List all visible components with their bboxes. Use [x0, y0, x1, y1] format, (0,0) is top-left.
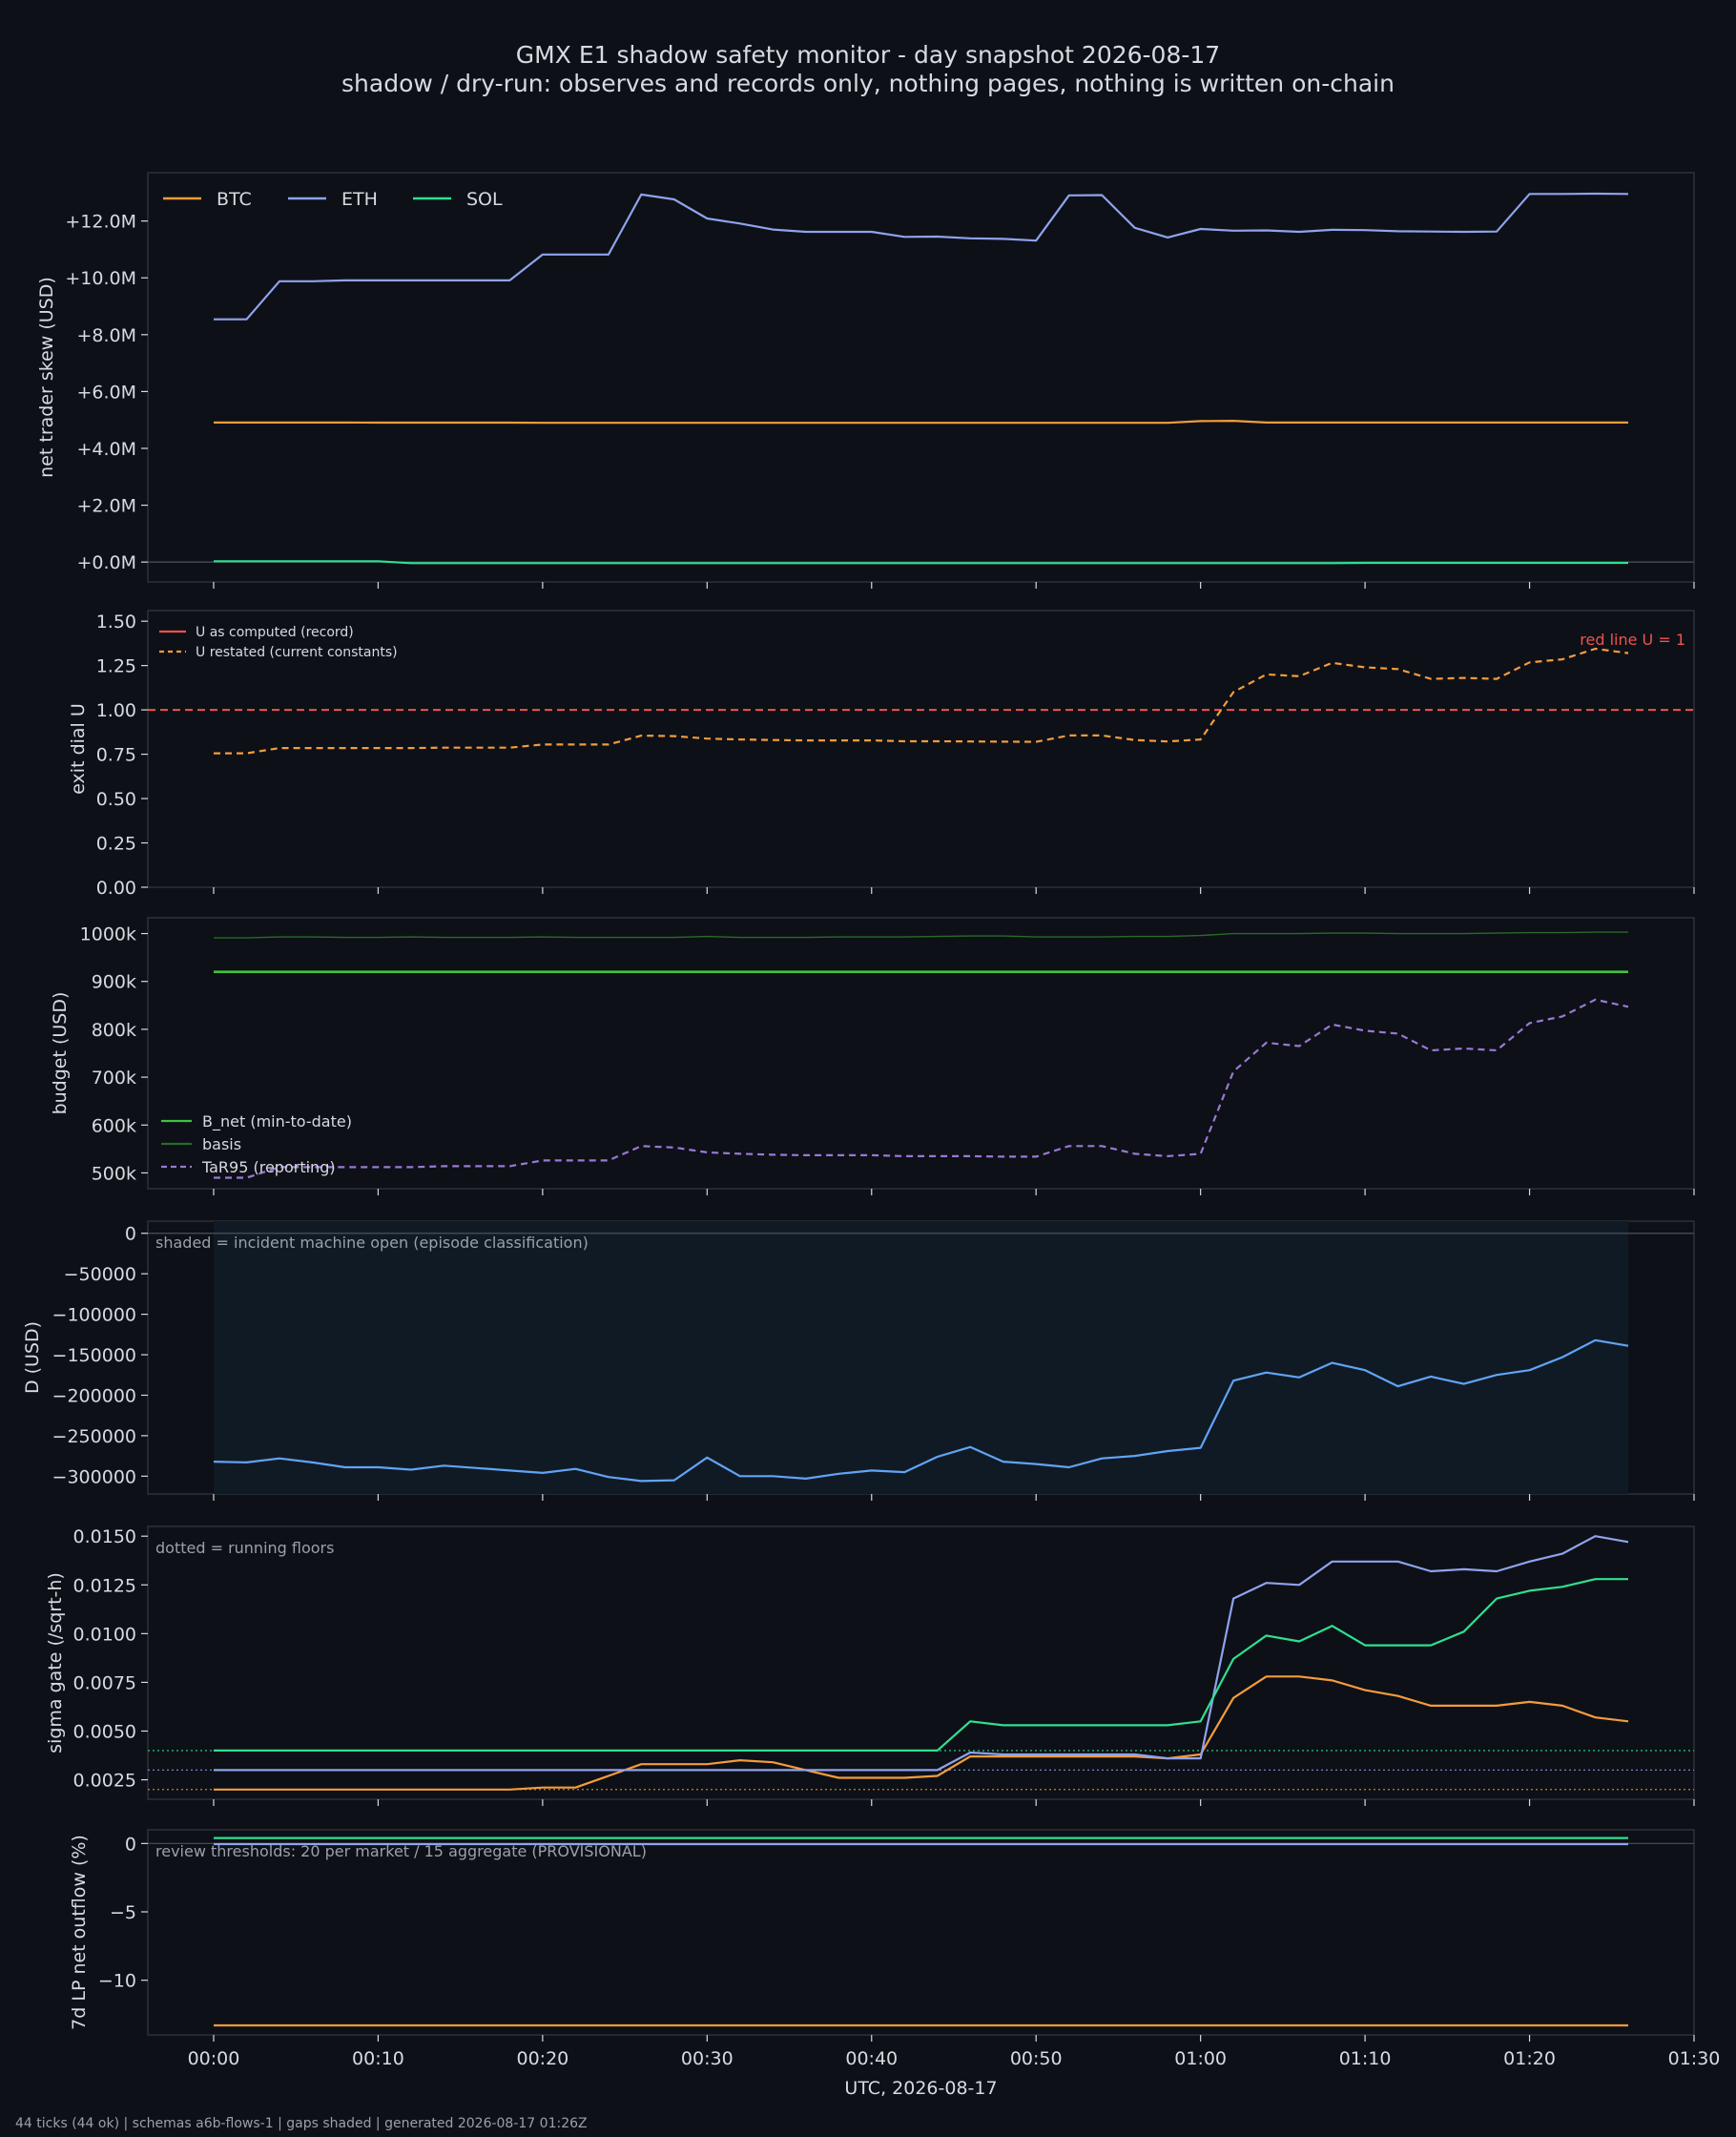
x-tick-label: 01:30: [1668, 2048, 1721, 2069]
series-line-d: [213, 1338, 1629, 1483]
panel-frame: [147, 172, 1695, 583]
series-line-btc: [214, 1675, 1629, 1791]
series-line-basis: [214, 931, 1628, 939]
y-axis-label: budget (USD): [50, 992, 71, 1115]
y-tick-label: 500k: [92, 1163, 136, 1184]
series-line-u-restated-current-constants-: [214, 647, 1629, 755]
y-axis-label: sigma gate (/sqrt-h): [45, 1572, 66, 1753]
y-axis-label: net trader skew (USD): [36, 277, 57, 478]
y-tick-label: 0.0050: [73, 1722, 136, 1743]
y-tick-label: +2.0M: [76, 496, 136, 517]
legend-label: TaR95 (reporting): [201, 1158, 336, 1176]
y-tick-label: +6.0M: [76, 382, 136, 403]
y-tick-label: +8.0M: [76, 325, 136, 346]
legend-label: SOL: [466, 189, 503, 210]
y-tick-label: 0.0100: [73, 1624, 136, 1645]
legend-label: ETH: [341, 189, 378, 210]
y-tick-label: 1.25: [96, 656, 136, 677]
x-tick-label: 00:20: [516, 2048, 568, 2069]
panel-frame: [147, 1525, 1695, 1800]
legend-label: B_net (min-to-date): [202, 1112, 352, 1131]
chart-panel-1: +0.0M +2.0M +4.0M +6.0M +8.0M +10.0M +12.0M net…: [36, 172, 1695, 589]
chart-panel-5: 0.0025 0.0050 0.0075 0.0100 0.0125 0.0150 sigm…: [45, 1525, 1695, 1806]
footer-status: 44 ticks (44 ok) | schemas a6b-flows-1 |…: [15, 2116, 588, 2131]
panel-frame: [147, 917, 1695, 1190]
y-tick-label: 1.00: [96, 700, 136, 721]
y-tick-label: −50000: [64, 1264, 136, 1285]
x-tick-label: 00:40: [845, 2048, 898, 2069]
y-tick-label: −250000: [52, 1426, 136, 1447]
x-tick-label: 01:10: [1339, 2048, 1392, 2069]
y-tick-label: +4.0M: [76, 439, 136, 460]
panel-frame: [147, 610, 1695, 888]
series-line-btc: [214, 420, 1628, 425]
y-tick-label: −5: [110, 1902, 136, 1923]
series-line-sol: [214, 1578, 1628, 1753]
legend-label: U restated (current constants): [196, 645, 398, 660]
y-axis-label: 7d LP net outflow (%): [69, 1835, 90, 2030]
series-line-tar95-reporting-: [214, 998, 1629, 1179]
y-tick-label: 0: [125, 1224, 136, 1245]
y-tick-label: 0.0125: [73, 1575, 136, 1596]
y-tick-label: −200000: [52, 1385, 136, 1406]
y-tick-label: 0.25: [96, 834, 136, 855]
x-tick-label: 00:30: [681, 2048, 734, 2069]
x-axis-label: UTC, 2026-08-17: [844, 2078, 997, 2099]
x-tick-label: 01:20: [1503, 2048, 1556, 2069]
y-tick-label: 0: [125, 1834, 136, 1855]
y-tick-label: −150000: [52, 1345, 136, 1366]
y-tick-label: 0.0075: [73, 1672, 136, 1693]
chart-panel-2: 0.00 0.25 0.50 0.75 1.00 1.25 1.50 exit dial U r…: [68, 610, 1695, 899]
panel-annotation: shaded = incident machine open (episode …: [155, 1234, 589, 1252]
y-tick-label: −10: [98, 1971, 136, 1992]
y-axis-label: D (USD): [22, 1321, 43, 1394]
panel-annotation: dotted = running floors: [155, 1539, 334, 1557]
y-tick-label: 600k: [92, 1115, 136, 1136]
y-tick-label: 1.50: [96, 612, 136, 633]
y-tick-label: +10.0M: [65, 268, 136, 289]
incident-shade: [213, 1221, 1629, 1494]
series-line-sol: [214, 560, 1628, 565]
y-tick-label: 1000k: [80, 924, 136, 945]
reference-line-label: red line U = 1: [1580, 631, 1685, 649]
y-tick-label: 800k: [92, 1020, 136, 1041]
x-tick-label: 00:00: [188, 2048, 240, 2069]
panel-frame: [147, 1829, 1695, 2036]
chart-panel-3: 500k 600k 700k 800k 900k 1000k budget (USD) B_n…: [50, 917, 1695, 1195]
y-tick-label: 900k: [92, 972, 136, 993]
y-tick-label: −300000: [52, 1466, 136, 1487]
y-tick-label: +0.0M: [76, 552, 136, 573]
y-tick-label: 0.00: [96, 878, 136, 899]
y-tick-label: 0.0150: [73, 1526, 136, 1547]
x-tick-label: 01:00: [1174, 2048, 1227, 2069]
series-line-eth: [214, 192, 1629, 321]
chart-subtitle: shadow / dry-run: observes and records o…: [341, 70, 1395, 97]
y-tick-label: −100000: [52, 1305, 136, 1326]
x-tick-label: 00:50: [1010, 2048, 1063, 2069]
y-tick-label: 700k: [92, 1068, 136, 1089]
y-tick-label: +12.0M: [65, 212, 136, 233]
series-line-eth: [214, 1535, 1629, 1772]
y-tick-label: 0.50: [96, 789, 136, 810]
x-tick-label: 00:10: [352, 2048, 404, 2069]
legend-label: BTC: [217, 189, 252, 210]
legend-label: U as computed (record): [196, 625, 354, 640]
panel-annotation: review thresholds: 20 per market / 15 ag…: [155, 1842, 647, 1860]
y-tick-label: 0.75: [96, 745, 136, 766]
y-axis-label: exit dial U: [68, 703, 89, 795]
y-tick-label: 0.0025: [73, 1771, 136, 1792]
chart-panel-4: 0 −50000 −100000 −150000 −200000 −250000 −3000…: [22, 1220, 1695, 1501]
chart-panel-6: 0 −5 −10 7d LP net outflow (%) review thresh…: [69, 1829, 1721, 2099]
legend-label: basis: [202, 1135, 241, 1153]
chart-title: GMX E1 shadow safety monitor - day snaps…: [515, 41, 1221, 69]
